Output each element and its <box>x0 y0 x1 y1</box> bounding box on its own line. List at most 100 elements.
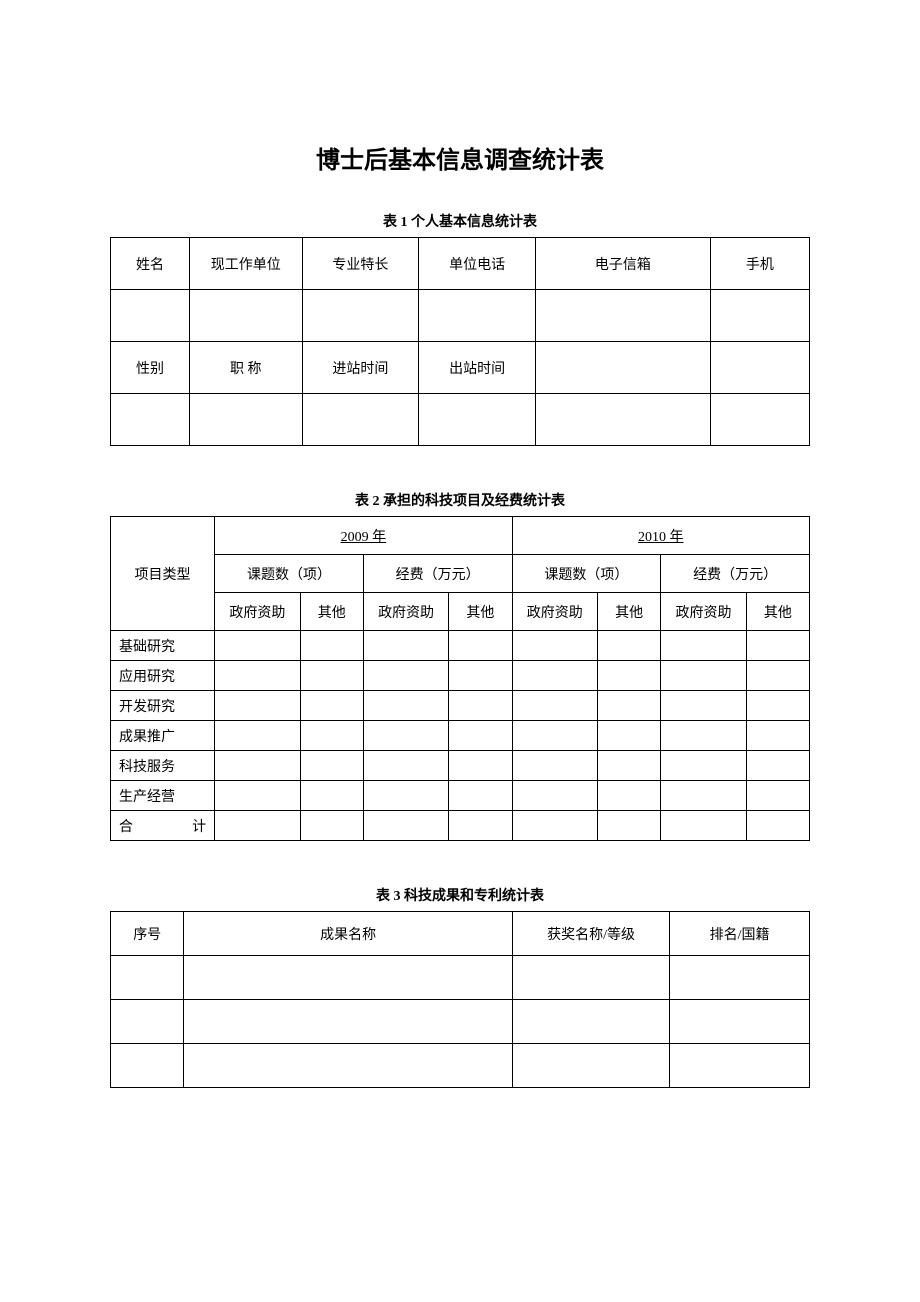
t2-cell <box>449 721 512 751</box>
t2-cell <box>512 691 598 721</box>
t1-cell <box>189 394 302 446</box>
table-row: 科技服务 <box>111 751 810 781</box>
t2-cell <box>512 811 598 841</box>
t2-cell <box>598 691 661 721</box>
t2-cell <box>661 751 747 781</box>
t2-cell <box>512 721 598 751</box>
t1-cell: 单位电话 <box>419 238 536 290</box>
table3-caption: 表 3 科技成果和专利统计表 <box>110 885 810 905</box>
table-row: 课题数（项） 经费（万元） 课题数（项） 经费（万元） <box>111 555 810 593</box>
t2-cell <box>363 691 449 721</box>
t2-cell <box>363 751 449 781</box>
t2-cell <box>300 721 363 751</box>
page-title: 博士后基本信息调查统计表 <box>110 140 810 175</box>
t2-cell <box>661 721 747 751</box>
t2-cell <box>746 811 809 841</box>
t1-cell <box>419 290 536 342</box>
t2-cell <box>598 751 661 781</box>
t1-cell <box>535 342 710 394</box>
t2-cell <box>363 661 449 691</box>
t2-funding: 经费（万元） <box>363 555 512 593</box>
t2-cell <box>746 721 809 751</box>
t1-cell: 姓名 <box>111 238 190 290</box>
t1-cell <box>710 290 809 342</box>
t2-cell <box>300 661 363 691</box>
t1-cell: 出站时间 <box>419 342 536 394</box>
t2-cell <box>598 631 661 661</box>
t3-cell <box>512 956 669 1000</box>
t2-cell <box>512 661 598 691</box>
t3-cell <box>111 956 184 1000</box>
t1-cell: 电子信箱 <box>535 238 710 290</box>
t2-other: 其他 <box>598 593 661 631</box>
t2-cell <box>661 691 747 721</box>
t1-cell <box>535 290 710 342</box>
table-row <box>111 956 810 1000</box>
t2-year-2009: 2009 年 <box>215 517 512 555</box>
table-row: 基础研究 <box>111 631 810 661</box>
t1-cell <box>302 394 419 446</box>
t2-cell <box>661 781 747 811</box>
t1-cell: 性别 <box>111 342 190 394</box>
t3-cell <box>184 1044 513 1088</box>
t2-cell <box>598 661 661 691</box>
t3-cell <box>184 956 513 1000</box>
table2-caption: 表 2 承担的科技项目及经费统计表 <box>110 490 810 510</box>
t2-cell <box>215 751 301 781</box>
t2-cell <box>512 631 598 661</box>
t2-cell <box>215 691 301 721</box>
t2-cell <box>661 811 747 841</box>
t1-cell: 职 称 <box>189 342 302 394</box>
t2-project-type: 项目类型 <box>111 517 215 631</box>
t2-other: 其他 <box>746 593 809 631</box>
t2-cell <box>512 781 598 811</box>
t2-year-2010: 2010 年 <box>512 517 809 555</box>
t2-cell <box>215 721 301 751</box>
t2-cell <box>661 661 747 691</box>
t3-cell <box>111 1000 184 1044</box>
t2-cell <box>300 631 363 661</box>
t3-cell <box>670 1044 810 1088</box>
t2-cell <box>215 811 301 841</box>
t2-cell <box>449 751 512 781</box>
table2: 项目类型 2009 年 2010 年 课题数（项） 经费（万元） 课题数（项） … <box>110 516 810 841</box>
t3-cell <box>670 1000 810 1044</box>
t2-row-label: 基础研究 <box>111 631 215 661</box>
t2-other: 其他 <box>300 593 363 631</box>
t3-cell <box>184 1000 513 1044</box>
t2-cell <box>300 751 363 781</box>
t1-cell <box>419 394 536 446</box>
t2-cell <box>746 781 809 811</box>
table-row: 成果推广 <box>111 721 810 751</box>
t3-col-award: 获奖名称/等级 <box>512 912 669 956</box>
table-row: 项目类型 2009 年 2010 年 <box>111 517 810 555</box>
table-row: 序号 成果名称 获奖名称/等级 排名/国籍 <box>111 912 810 956</box>
t2-row-label: 开发研究 <box>111 691 215 721</box>
t2-cell <box>449 811 512 841</box>
t2-gov: 政府资助 <box>363 593 449 631</box>
t3-col-rank: 排名/国籍 <box>670 912 810 956</box>
t1-cell: 手机 <box>710 238 809 290</box>
t1-cell: 进站时间 <box>302 342 419 394</box>
t3-cell <box>111 1044 184 1088</box>
t1-cell <box>111 394 190 446</box>
t1-cell <box>710 342 809 394</box>
t2-row-label: 生产经营 <box>111 781 215 811</box>
t1-cell: 专业特长 <box>302 238 419 290</box>
t2-cell <box>300 811 363 841</box>
table-row: 政府资助 其他 政府资助 其他 政府资助 其他 政府资助 其他 <box>111 593 810 631</box>
table-row: 开发研究 <box>111 691 810 721</box>
t1-cell <box>302 290 419 342</box>
t2-gov: 政府资助 <box>661 593 747 631</box>
table1-caption: 表 1 个人基本信息统计表 <box>110 211 810 231</box>
t2-cell <box>598 781 661 811</box>
t3-col-name: 成果名称 <box>184 912 513 956</box>
t2-cell <box>363 781 449 811</box>
t2-cell <box>300 781 363 811</box>
t2-row-label: 合 计 <box>111 811 215 841</box>
t1-cell <box>189 290 302 342</box>
table-row <box>111 290 810 342</box>
t2-cell <box>746 751 809 781</box>
t2-other: 其他 <box>449 593 512 631</box>
t3-col-seq: 序号 <box>111 912 184 956</box>
